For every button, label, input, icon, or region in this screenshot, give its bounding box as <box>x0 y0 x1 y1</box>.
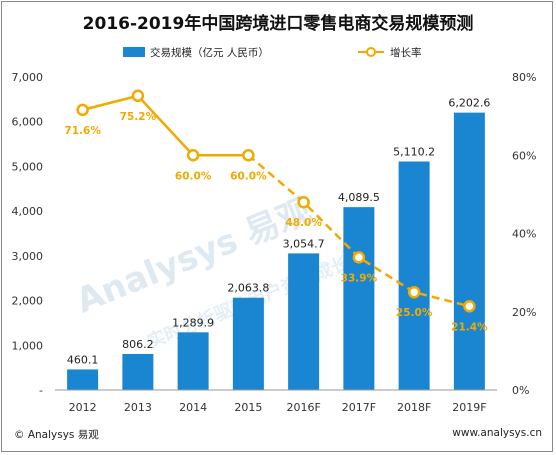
y-left-tick-label: 1,000 <box>12 339 44 352</box>
bar-2014 <box>177 332 209 390</box>
bar-value-label: 6,202.6 <box>448 97 490 110</box>
y-right-tick-label: 40% <box>512 228 536 241</box>
growth-point-2017F <box>352 251 366 264</box>
bar-2019F <box>453 112 485 390</box>
bar-2016F <box>288 253 320 390</box>
growth-line-solid <box>82 94 249 157</box>
bar-2017F <box>343 207 375 390</box>
x-tick-label: 2013 <box>124 401 152 414</box>
growth-value-label: 25.0% <box>396 307 433 319</box>
y-left-tick-label: 4,000 <box>12 205 44 218</box>
y-right-tick-label: 80% <box>512 71 536 84</box>
growth-point-2015 <box>242 149 255 162</box>
bar-2015 <box>232 297 264 390</box>
growth-value-label: 60.0% <box>230 170 267 182</box>
y-left-tick-label: 7,000 <box>12 71 44 84</box>
x-tick-label: 2015 <box>234 401 262 414</box>
y-left-tick-label: 6,000 <box>12 116 44 129</box>
growth-value-label: 71.6% <box>64 125 101 137</box>
x-tick-label: 2014 <box>179 401 207 414</box>
growth-value-label: 75.2% <box>120 111 157 123</box>
y-left-tick-label: 5,000 <box>12 160 44 173</box>
x-tick-label: 2019F <box>452 401 486 414</box>
growth-value-label: 33.9% <box>341 272 378 284</box>
bar-value-label: 460.1 <box>67 353 99 366</box>
legend-bar-label: 交易规模（亿元 人民币） <box>150 46 269 59</box>
x-tick-label: 2017F <box>342 401 376 414</box>
growth-point-2016F <box>297 195 310 209</box>
legend-line-marker <box>366 47 376 57</box>
y-right-tick-label: 60% <box>512 149 536 162</box>
bar-value-label: 806.2 <box>122 338 154 351</box>
bar-value-label: 1,289.9 <box>172 316 214 329</box>
bar-2018F <box>398 161 430 390</box>
footer-url: www.analysys.cn <box>452 427 542 439</box>
axes: 2012 2013 2014 2015 2016F 2017F 2018F 2019F - 1,0… <box>12 71 537 414</box>
growth-value-label: 21.4% <box>451 321 488 333</box>
bars: 460.1 806.2 1,289.9 2,063.8 3,054.7 4,089.5 5,… <box>67 97 490 390</box>
legend: 交易规模（亿元 人民币） 增长率 <box>123 46 422 59</box>
bar-value-label: 5,110.2 <box>393 146 435 159</box>
bar-2013 <box>122 353 154 390</box>
y-right-tick-label: 20% <box>512 306 536 319</box>
growth-point-2012 <box>76 103 89 117</box>
growth-point-2013 <box>131 89 145 103</box>
growth-point-2019F <box>463 300 476 313</box>
growth-value-label: 60.0% <box>175 170 212 182</box>
chart-title: 2016-2019年中国跨境进口零售电商交易规模预测 <box>82 14 474 34</box>
y-left-tick-label: 3,000 <box>12 250 44 263</box>
watermark-brand: Analysys 易观 <box>71 191 318 322</box>
x-tick-label: 2018F <box>397 401 431 414</box>
x-tick-label: 2012 <box>69 401 97 414</box>
bar-value-label: 3,054.7 <box>283 237 325 250</box>
growth-line-layer: 71.6% 75.2% 60.0% 60.0% 48.0% 33.9% 25.0% 21.4% <box>64 89 488 333</box>
legend-bar-swatch <box>123 47 145 57</box>
bar-2012 <box>67 369 99 390</box>
y-left-tick-label: 2,000 <box>12 295 44 308</box>
growth-point-2014 <box>186 149 200 162</box>
growth-point-2018F <box>407 285 421 299</box>
bar-value-label: 2,063.8 <box>227 282 269 295</box>
y-left-tick-label: - <box>39 384 43 397</box>
bar-value-label: 4,089.5 <box>338 191 380 204</box>
growth-value-label: 48.0% <box>285 217 322 229</box>
legend-line-label: 增长率 <box>390 46 422 59</box>
footer-source: © Analysys 易观 <box>14 429 99 441</box>
y-right-tick-label: 0% <box>512 384 529 397</box>
x-tick-label: 2016F <box>286 401 320 414</box>
